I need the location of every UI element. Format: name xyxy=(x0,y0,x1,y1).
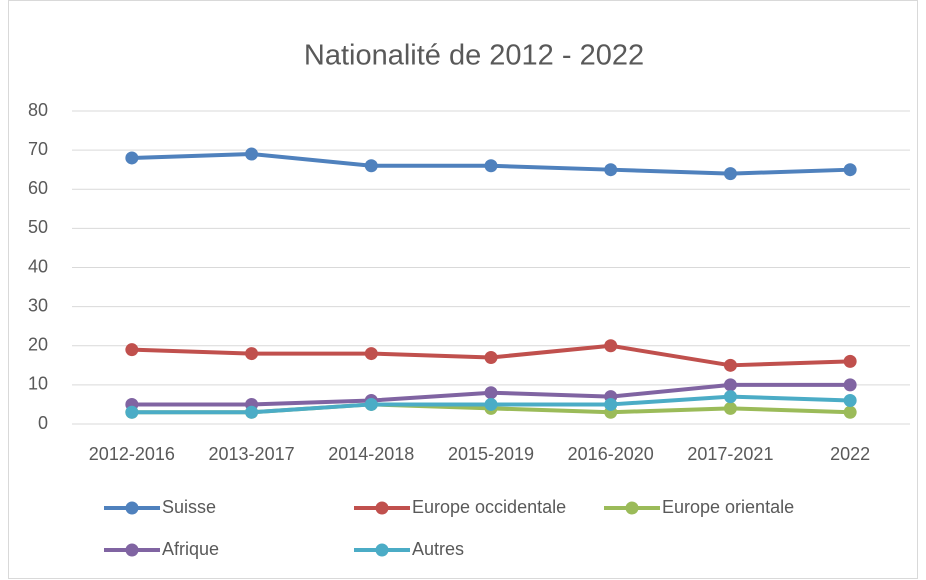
data-point xyxy=(245,405,259,419)
chart-frame xyxy=(8,0,918,579)
data-point xyxy=(723,401,737,415)
data-point xyxy=(125,343,139,357)
data-point xyxy=(484,159,498,173)
y-tick-label: 20 xyxy=(28,335,48,355)
y-tick-label: 40 xyxy=(28,256,48,276)
y-tick-label: 0 xyxy=(38,413,48,433)
data-point xyxy=(843,394,857,408)
legend-label: Europe orientale xyxy=(662,497,794,517)
x-tick-label: 2012-2016 xyxy=(89,444,175,464)
legend-label: Autres xyxy=(412,539,464,559)
data-point xyxy=(484,397,498,411)
data-point xyxy=(723,378,737,392)
data-point xyxy=(484,386,498,400)
chart-title: Nationalité de 2012 - 2022 xyxy=(304,40,644,72)
x-tick-label: 2022 xyxy=(830,444,870,464)
data-point xyxy=(843,405,857,419)
legend-marker xyxy=(375,543,389,557)
data-point xyxy=(604,397,618,411)
legend-label: Europe occidentale xyxy=(412,497,566,517)
x-tick-label: 2016-2020 xyxy=(568,444,654,464)
data-point xyxy=(125,151,139,165)
y-tick-label: 70 xyxy=(28,139,48,159)
data-point xyxy=(843,354,857,368)
data-point xyxy=(723,167,737,181)
y-tick-label: 60 xyxy=(28,178,48,198)
legend-label: Suisse xyxy=(162,497,216,517)
data-point xyxy=(723,390,737,404)
data-point xyxy=(364,347,378,361)
y-tick-label: 10 xyxy=(28,374,48,394)
data-point xyxy=(245,147,259,161)
data-point xyxy=(245,347,259,361)
data-point xyxy=(604,339,618,353)
x-tick-label: 2014-2018 xyxy=(328,444,414,464)
x-tick-label: 2013-2017 xyxy=(209,444,295,464)
data-point xyxy=(364,159,378,173)
data-point xyxy=(604,163,618,177)
legend-marker xyxy=(125,501,139,515)
x-tick-label: 2015-2019 xyxy=(448,444,534,464)
legend-marker xyxy=(625,501,639,515)
x-tick-label: 2017-2021 xyxy=(687,444,773,464)
y-tick-label: 50 xyxy=(28,217,48,237)
data-point xyxy=(843,378,857,392)
legend-label: Afrique xyxy=(162,539,219,559)
data-point xyxy=(484,350,498,364)
data-point xyxy=(843,163,857,177)
legend-marker xyxy=(375,501,389,515)
data-point xyxy=(723,358,737,372)
data-point xyxy=(125,405,139,419)
legend-marker xyxy=(125,543,139,557)
y-tick-label: 30 xyxy=(28,295,48,315)
y-tick-label: 80 xyxy=(28,100,48,120)
data-point xyxy=(364,397,378,411)
